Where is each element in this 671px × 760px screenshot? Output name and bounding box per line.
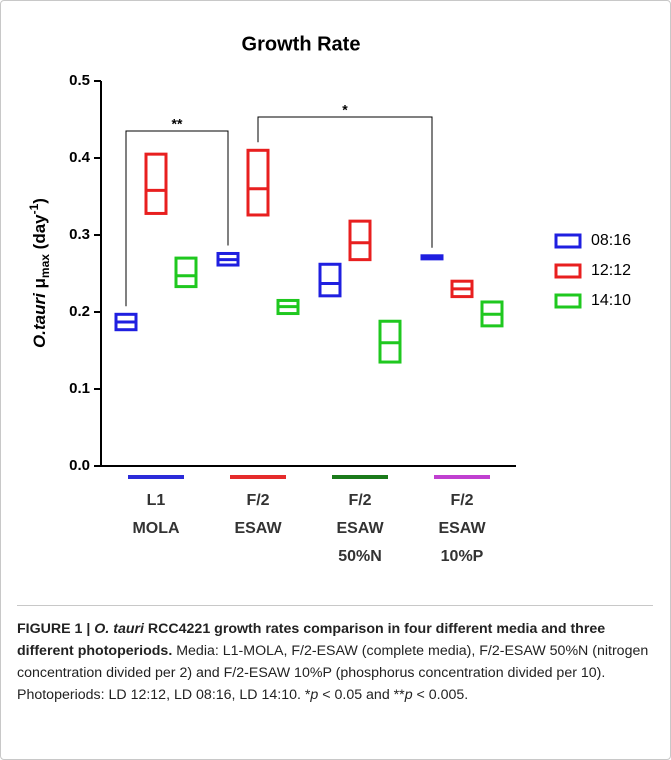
caption-figure: FIGURE 1 |	[17, 621, 95, 637]
legend-swatch	[554, 233, 582, 249]
y-tick-label: 0.0	[69, 457, 90, 474]
y-tick-label: 0.1	[69, 380, 90, 397]
x-tick-label: MOLA	[132, 520, 180, 537]
significance-label: *	[342, 102, 348, 118]
legend-swatch	[554, 263, 582, 279]
x-tick-label: ESAW	[336, 520, 384, 537]
legend-swatch	[554, 293, 582, 309]
y-tick-label: 0.4	[69, 149, 91, 166]
caption-species: O. tauri	[94, 621, 144, 637]
x-tick-label: F/2	[348, 492, 371, 509]
range-box	[348, 219, 372, 262]
y-title-symbol: μ	[30, 278, 49, 293]
x-tick-label: F/2	[450, 492, 473, 509]
y-title-sup: -1	[27, 203, 41, 214]
significance-label: **	[172, 116, 183, 132]
legend-label: 08:16	[591, 232, 631, 249]
caption: FIGURE 1 | O. tauri RCC4221 growth rates…	[17, 605, 653, 706]
y-title-close: )	[30, 198, 49, 204]
y-tick-label: 0.2	[69, 303, 90, 320]
legend-label: 12:12	[591, 262, 631, 279]
range-box	[174, 256, 198, 289]
caption-p: p	[310, 687, 319, 703]
caption-text: < 0.005.	[412, 687, 469, 703]
range-box	[318, 262, 342, 298]
y-title-unit: (day	[30, 214, 49, 254]
chart: Growth Rate O.tauri μmax (day-1) 0.0 0.1 0…	[27, 33, 631, 565]
y-title-sub: max	[38, 254, 52, 278]
y-tick-label: 0.5	[69, 72, 90, 89]
significance-bracket	[125, 130, 229, 307]
x-tick-label: L1	[147, 492, 166, 509]
caption-text: < 0.05 and **	[318, 687, 405, 703]
x-tick-label: ESAW	[234, 520, 282, 537]
range-box	[246, 148, 270, 217]
legend-label: 14:10	[591, 292, 631, 309]
range-box	[144, 152, 168, 215]
x-tick-label: 10%P	[441, 548, 484, 565]
x-tick-label: F/2	[246, 492, 269, 509]
chart-title: Growth Rate	[242, 33, 361, 55]
x-tick-label: ESAW	[438, 520, 486, 537]
y-title-species: O.tauri	[30, 292, 49, 348]
significance-bracket	[257, 116, 433, 248]
caption-p: p	[404, 687, 413, 703]
caption-body: Media: L1-MOLA, F/2-ESAW (complete media…	[17, 643, 649, 703]
x-tick-label: 50%N	[338, 548, 382, 565]
caption-headline: RCC4221 growth rates comparison in four …	[17, 621, 606, 659]
y-axis-title: O.tauri μmax (day-1)	[27, 198, 52, 348]
y-tick-label: 0.3	[69, 226, 90, 243]
